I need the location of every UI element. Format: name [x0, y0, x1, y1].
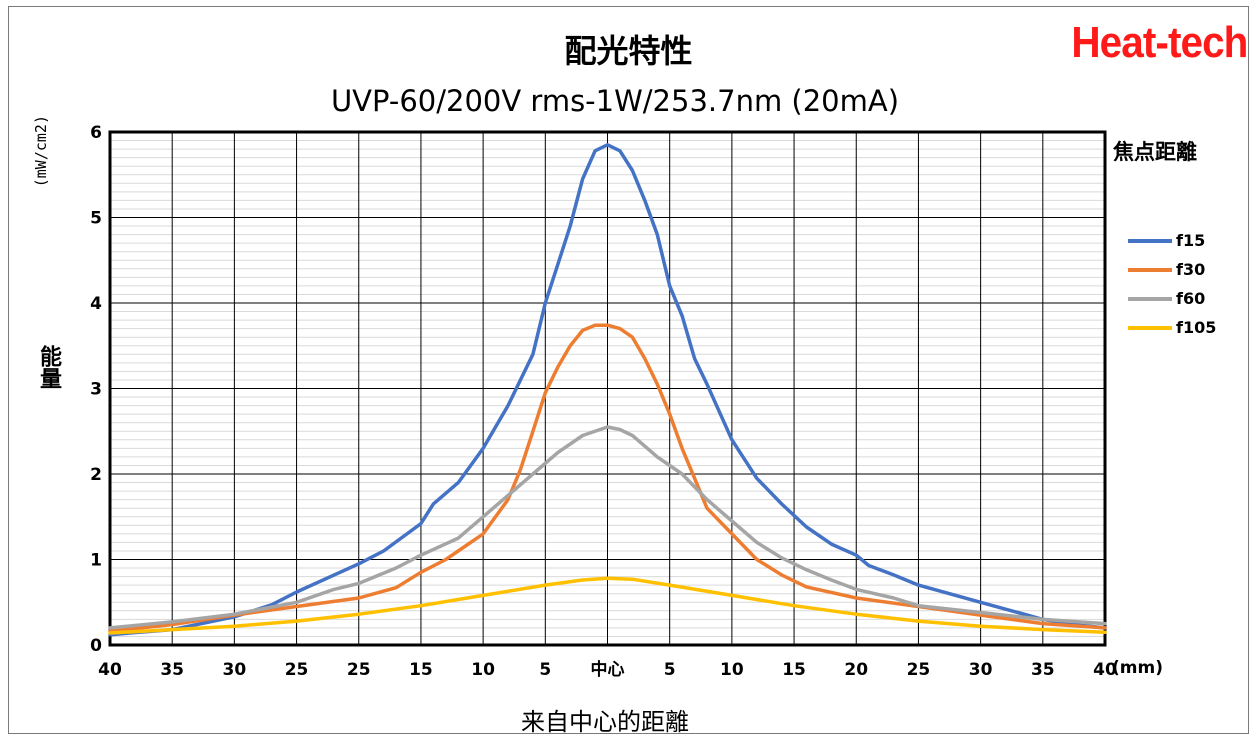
- x-tick-label: 15: [409, 660, 433, 680]
- x-tick-label: 30: [223, 660, 247, 680]
- legend-label: f60: [1176, 289, 1206, 308]
- x-tick-label: 5: [539, 660, 551, 680]
- y-axis-label: 能量: [36, 345, 61, 389]
- legend-item-f105: f105: [1128, 313, 1216, 342]
- series-line-f15: [108, 143, 1107, 637]
- legend-swatch: [1128, 296, 1172, 301]
- x-tick-label: 25: [347, 660, 371, 680]
- x-tick-label: 20: [844, 660, 868, 680]
- x-tick-label: 35: [1031, 660, 1055, 680]
- brand-logo: Heat-tech: [1070, 18, 1248, 67]
- y-tick-label: 4: [90, 294, 102, 314]
- x-tick-label: 40: [1093, 660, 1117, 680]
- x-tick-label: 35: [160, 660, 184, 680]
- legend-item-f15: f15: [1128, 226, 1216, 255]
- legend-swatch: [1128, 267, 1172, 272]
- y-tick-label: 1: [90, 551, 102, 571]
- legend-label: f105: [1176, 318, 1217, 337]
- y-tick-label: 3: [90, 380, 102, 400]
- x-tick-label: 40: [98, 660, 122, 680]
- legend-label: f15: [1176, 231, 1206, 250]
- plot-border: [108, 130, 1107, 647]
- series-line-f105: [108, 576, 1107, 635]
- legend: f15 f30 f60 f105: [1128, 226, 1216, 342]
- x-axis-label: 来自中心的距離: [521, 708, 689, 736]
- y-tick-label: 0: [90, 636, 102, 656]
- series-line-f60: [108, 425, 1107, 630]
- x-tick-label: 5: [664, 660, 676, 680]
- legend-label: f30: [1176, 260, 1206, 279]
- x-tick-label: 25: [907, 660, 931, 680]
- legend-item-f60: f60: [1128, 284, 1216, 313]
- legend-swatch: [1128, 325, 1172, 330]
- legend-title: 焦点距離: [1113, 140, 1197, 164]
- x-tick-label: 15: [782, 660, 806, 680]
- x-tick-label: 10: [471, 660, 495, 680]
- series-line-f30: [108, 323, 1107, 634]
- x-tick-label: 25: [285, 660, 309, 680]
- chart-frame: [8, 6, 1249, 734]
- x-axis-unit: (mm): [1112, 658, 1163, 678]
- x-tick-label: 中心: [591, 659, 625, 680]
- chart-subtitle: UVP-60/200V rms-1W/253.7nm (20mA): [330, 84, 900, 118]
- chart-title: 配光特性: [564, 32, 693, 70]
- y-tick-label: 6: [90, 123, 102, 143]
- x-tick-label: 30: [969, 660, 993, 680]
- y-tick-label: 2: [90, 465, 102, 485]
- legend-item-f30: f30: [1128, 255, 1216, 284]
- x-tick-label: 10: [720, 660, 744, 680]
- y-tick-label: 5: [90, 209, 102, 229]
- legend-swatch: [1128, 238, 1172, 243]
